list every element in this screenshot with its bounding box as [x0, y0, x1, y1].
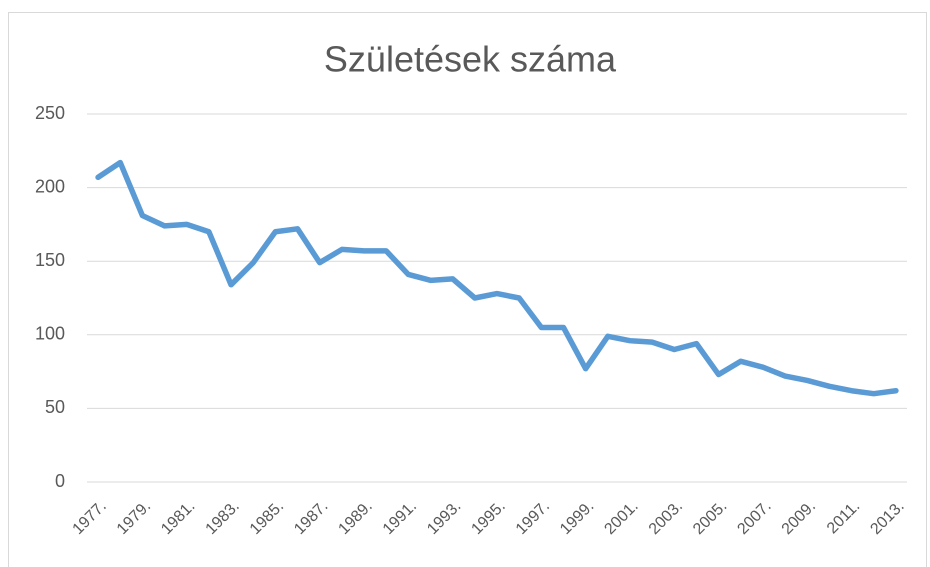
y-tick-label: 0	[55, 471, 65, 491]
data-line	[95, 159, 899, 397]
y-tick-label: 50	[45, 397, 65, 417]
y-tick-label: 100	[35, 324, 65, 344]
y-tick-label: 150	[35, 250, 65, 270]
chart-title: Születések száma	[324, 39, 617, 80]
y-tick-label: 250	[35, 103, 65, 123]
y-tick-label: 200	[35, 176, 65, 196]
